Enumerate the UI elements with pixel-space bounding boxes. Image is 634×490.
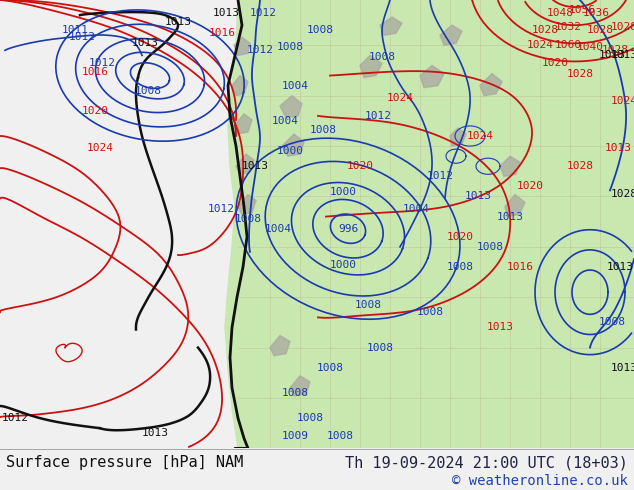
- Text: 1013: 1013: [465, 192, 491, 201]
- Polygon shape: [234, 37, 250, 55]
- Text: 1012: 1012: [365, 111, 392, 121]
- Text: 1008: 1008: [354, 300, 382, 310]
- Text: 1012: 1012: [250, 8, 276, 18]
- Text: 1013: 1013: [496, 212, 524, 221]
- Polygon shape: [450, 128, 466, 146]
- Text: 1004: 1004: [264, 224, 292, 234]
- Text: 1008: 1008: [446, 262, 474, 272]
- Text: 1013: 1013: [604, 143, 631, 153]
- Text: 1012: 1012: [247, 46, 273, 55]
- Text: 1028: 1028: [602, 46, 628, 55]
- Text: 1024: 1024: [526, 40, 553, 50]
- Text: 1028: 1028: [567, 161, 593, 171]
- Polygon shape: [225, 0, 634, 448]
- Text: 1016: 1016: [507, 262, 533, 272]
- Text: 1020: 1020: [347, 161, 373, 171]
- Polygon shape: [232, 75, 248, 96]
- Text: © weatheronline.co.uk: © weatheronline.co.uk: [452, 474, 628, 488]
- Text: 1056: 1056: [569, 5, 595, 15]
- Text: 1008: 1008: [309, 125, 337, 135]
- Polygon shape: [280, 96, 302, 118]
- Polygon shape: [234, 114, 252, 134]
- Polygon shape: [290, 376, 310, 396]
- Polygon shape: [360, 55, 382, 77]
- Text: 1013: 1013: [131, 38, 158, 49]
- Polygon shape: [440, 25, 462, 46]
- Text: 1008: 1008: [598, 318, 626, 327]
- Text: 1028: 1028: [531, 25, 559, 35]
- Text: 1012: 1012: [427, 172, 453, 181]
- Text: 1024: 1024: [611, 96, 634, 106]
- Text: 1024: 1024: [86, 143, 113, 153]
- Polygon shape: [380, 17, 402, 35]
- Text: 1008: 1008: [316, 363, 344, 373]
- Polygon shape: [480, 74, 502, 96]
- Text: 1008: 1008: [368, 52, 396, 62]
- Text: 1012: 1012: [1, 413, 29, 423]
- Text: 1013: 1013: [611, 50, 634, 60]
- Text: 1008: 1008: [477, 242, 503, 252]
- Text: 1028: 1028: [611, 190, 634, 199]
- Text: 1013: 1013: [607, 262, 633, 272]
- Text: 1013: 1013: [164, 17, 191, 27]
- Text: 1004: 1004: [403, 203, 429, 214]
- Text: 1004: 1004: [281, 81, 309, 91]
- Text: 1048: 1048: [547, 8, 574, 18]
- Text: 1032: 1032: [555, 22, 581, 32]
- Text: 1020: 1020: [541, 58, 569, 69]
- Text: 1008: 1008: [327, 431, 354, 441]
- Text: 1008: 1008: [134, 86, 162, 96]
- Text: 1008: 1008: [306, 25, 333, 35]
- Text: 1008: 1008: [276, 42, 304, 52]
- Text: 1008: 1008: [366, 343, 394, 353]
- Polygon shape: [270, 336, 290, 356]
- Polygon shape: [236, 154, 254, 174]
- Text: 1012: 1012: [89, 58, 115, 69]
- Text: Surface pressure [hPa] NAM: Surface pressure [hPa] NAM: [6, 456, 243, 470]
- Text: 1020: 1020: [517, 181, 543, 192]
- Text: 1012: 1012: [207, 203, 235, 214]
- Text: 1008: 1008: [281, 388, 309, 398]
- Text: 1013: 1013: [598, 50, 626, 60]
- Text: 1013: 1013: [242, 161, 269, 171]
- Text: 1016: 1016: [209, 28, 235, 38]
- Text: 1020: 1020: [446, 232, 474, 242]
- Text: 1036: 1036: [583, 8, 609, 18]
- Text: 996: 996: [338, 224, 358, 234]
- Polygon shape: [282, 134, 304, 156]
- Text: 1024: 1024: [467, 131, 493, 141]
- Text: 1008: 1008: [235, 214, 261, 223]
- Text: 1028: 1028: [567, 69, 593, 78]
- Text: 1004: 1004: [271, 116, 299, 126]
- Text: 1008: 1008: [297, 413, 323, 423]
- Text: 1012: 1012: [68, 32, 96, 42]
- Polygon shape: [238, 195, 256, 215]
- Text: 1040: 1040: [576, 42, 604, 52]
- Text: 1024: 1024: [387, 93, 413, 103]
- Text: 1008: 1008: [417, 307, 444, 318]
- Text: 1020: 1020: [82, 106, 108, 116]
- Text: 1000: 1000: [276, 146, 304, 156]
- Polygon shape: [505, 195, 525, 217]
- Polygon shape: [420, 66, 444, 88]
- Text: 1013: 1013: [212, 8, 240, 18]
- Text: Th 19-09-2024 21:00 UTC (18+03): Th 19-09-2024 21:00 UTC (18+03): [345, 456, 628, 470]
- Text: 1060: 1060: [555, 40, 581, 50]
- Text: 1000: 1000: [330, 260, 356, 270]
- Text: 1013: 1013: [141, 428, 169, 438]
- Text: 1013: 1013: [486, 322, 514, 332]
- Text: 1000: 1000: [330, 188, 356, 197]
- Text: 1028: 1028: [611, 22, 634, 32]
- Text: 1028: 1028: [586, 25, 614, 35]
- Text: 1016: 1016: [82, 67, 108, 76]
- Text: 1009: 1009: [281, 431, 309, 441]
- Text: 1013: 1013: [611, 363, 634, 373]
- Polygon shape: [500, 156, 520, 176]
- Text: 1011: 1011: [61, 25, 89, 35]
